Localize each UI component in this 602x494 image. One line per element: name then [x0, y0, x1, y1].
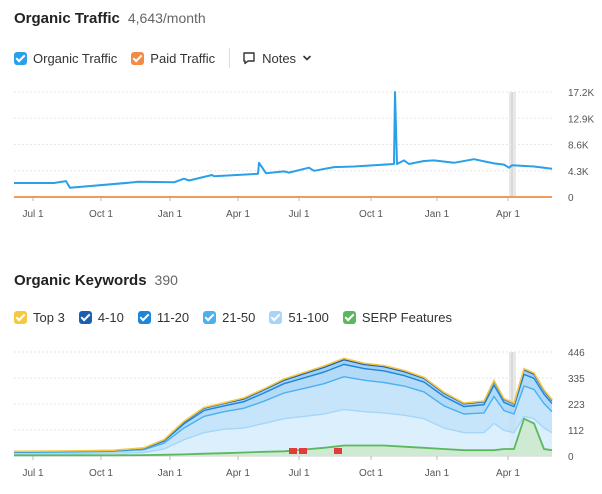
checkbox-icon[interactable]: [14, 51, 27, 65]
area-serp-features[interactable]: [14, 418, 552, 456]
keywords-value: 390: [154, 272, 178, 288]
traffic-title: Organic Traffic: [14, 10, 120, 27]
legend-label: 51-100: [288, 310, 329, 325]
y-tick-label: 4.3K: [568, 167, 589, 178]
x-tick-label: Oct 1: [89, 468, 113, 479]
legend-4-10[interactable]: 4-10: [78, 310, 124, 325]
x-tick-label: Jan 1: [425, 468, 450, 479]
organic-traffic-chart[interactable]: 17.2K 12.9K 8.6K 4.3K 0 Jul 1 Oct 1 Jan 1 Apr 1 J…: [0, 86, 602, 236]
legend-label: Top 3: [33, 310, 65, 325]
checkbox-icon[interactable]: [78, 311, 92, 324]
comment-icon: [243, 52, 255, 65]
legend-divider: [229, 48, 231, 68]
line-11-20[interactable]: [13, 363, 553, 453]
x-tick-label: Jul 1: [288, 209, 310, 220]
x-tick-label: Apr 1: [496, 468, 520, 479]
organic-keywords-chart[interactable]: 446 335 223 112 0 Jul 1 Oct 1 Jan 1 Apr 1 Jul 1 Oc…: [0, 344, 602, 492]
checkbox-icon[interactable]: [131, 51, 145, 65]
legend-label: 4-10: [97, 310, 124, 325]
flag-icon[interactable]: [299, 448, 307, 454]
x-tick-label: Apr 1: [226, 209, 250, 220]
y-tick-label: 17.2K: [568, 88, 594, 99]
x-tick-label: Jan 1: [158, 209, 183, 220]
notes-label: Notes: [262, 50, 297, 66]
legend-21-50[interactable]: 21-50: [203, 310, 255, 325]
y-tick-label: 223: [568, 400, 585, 411]
keywords-legend: Top 3 4-10 11-20 21-50 51-100 SERP Featu…: [14, 310, 466, 325]
x-tick-label: Jan 1: [158, 468, 183, 479]
x-tick-label: Jul 1: [22, 209, 44, 220]
area-51-100[interactable]: [14, 409, 552, 456]
x-tick-label: Oct 1: [359, 468, 383, 479]
line-51-100[interactable]: [14, 408, 553, 455]
keywords-header: Organic Keywords 390: [14, 272, 178, 289]
line-21-50[interactable]: [13, 375, 553, 453]
legend-top3[interactable]: Top 3: [14, 310, 65, 325]
legend-label: 11-20: [156, 310, 190, 325]
checkbox-icon[interactable]: [137, 311, 151, 324]
traffic-legend: Organic Traffic Paid Traffic Notes: [14, 48, 312, 68]
y-tick-label: 335: [568, 374, 585, 385]
y-tick-label: 12.9K: [568, 114, 594, 125]
legend-51-100[interactable]: 51-100: [269, 310, 329, 325]
checkbox-icon[interactable]: [14, 311, 27, 324]
checkbox-icon[interactable]: [203, 311, 217, 324]
line-serp-features[interactable]: [14, 417, 553, 457]
x-tick-label: Jul 1: [288, 468, 310, 479]
area-21-50[interactable]: [14, 376, 552, 454]
series-line-organic-traffic[interactable]: [14, 91, 553, 189]
line-top-3[interactable]: [13, 357, 553, 453]
y-tick-label: 446: [568, 348, 585, 359]
organic-keywords-panel: Organic Keywords 390 Top 3 4-10 11-20 21…: [0, 262, 602, 494]
legend-label: Paid Traffic: [150, 50, 216, 66]
legend-label: 21-50: [222, 310, 256, 325]
legend-paid-traffic[interactable]: Paid Traffic: [131, 51, 215, 66]
y-tick-label: 0: [568, 452, 574, 463]
legend-label: Organic Traffic: [33, 50, 118, 66]
chevron-down-icon: [303, 55, 311, 61]
legend-organic-traffic[interactable]: Organic Traffic: [14, 51, 117, 66]
y-tick-label: 0: [568, 193, 574, 204]
x-tick-label: Oct 1: [359, 209, 383, 220]
x-tick-label: Apr 1: [496, 209, 520, 220]
flag-icon[interactable]: [334, 448, 342, 454]
y-tick-label: 8.6K: [568, 141, 589, 152]
x-tick-label: Oct 1: [89, 209, 113, 220]
y-tick-label: 112: [568, 426, 584, 437]
area-11-20[interactable]: [14, 364, 552, 453]
organic-traffic-panel: Organic Traffic 4,643/month Organic Traf…: [0, 0, 602, 240]
checkbox-icon[interactable]: [342, 311, 356, 324]
x-tick-label: Jan 1: [425, 209, 450, 220]
legend-serp-features[interactable]: SERP Features: [342, 310, 452, 325]
x-tick-label: Apr 1: [226, 468, 250, 479]
checkbox-icon[interactable]: [269, 311, 283, 324]
notes-dropdown[interactable]: Notes: [242, 51, 312, 66]
flag-icon[interactable]: [289, 448, 297, 454]
traffic-header: Organic Traffic 4,643/month: [14, 10, 206, 27]
x-tick-label: Jul 1: [22, 468, 44, 479]
legend-11-20[interactable]: 11-20: [137, 310, 190, 325]
legend-label: SERP Features: [361, 310, 452, 325]
traffic-value: 4,643/month: [127, 10, 206, 26]
keywords-title: Organic Keywords: [14, 272, 147, 289]
